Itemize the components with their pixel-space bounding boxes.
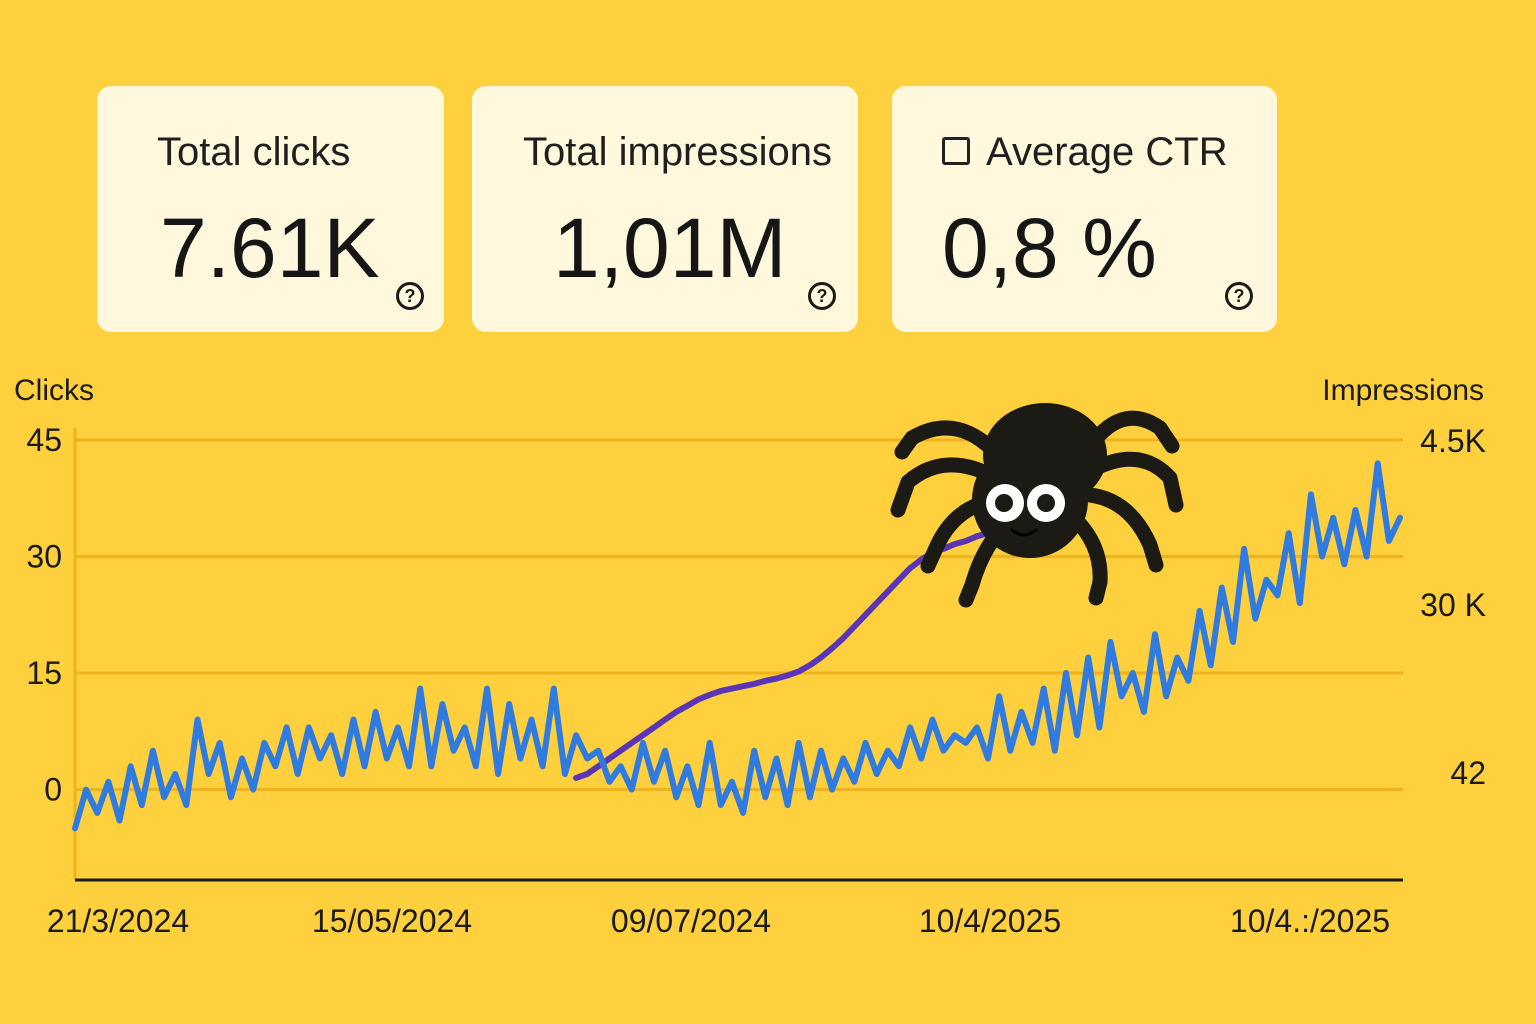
total-impressions-value: 1,01M bbox=[553, 201, 787, 295]
total-impressions-label: Total impressions bbox=[523, 130, 833, 174]
spider-pupil bbox=[1037, 494, 1055, 512]
help-icon[interactable]: ? bbox=[808, 282, 836, 310]
right-tick-label: 42 bbox=[1450, 755, 1486, 791]
spider-pupil bbox=[995, 494, 1013, 512]
total-clicks-card[interactable] bbox=[97, 86, 444, 332]
chart-series bbox=[72, 444, 1403, 832]
right-axis-title: Impressions bbox=[1322, 374, 1484, 407]
right-tick-label: 4.5K bbox=[1420, 423, 1486, 459]
series-line-clicks bbox=[72, 460, 1403, 832]
total-clicks-label: Total clicks bbox=[157, 130, 351, 174]
x-tick-label: 10/4.:/2025 bbox=[1230, 903, 1390, 939]
left-tick-label: 0 bbox=[44, 772, 62, 808]
help-icon[interactable]: ? bbox=[1225, 282, 1253, 310]
x-tick-label: 10/4/2025 bbox=[919, 903, 1061, 939]
spider-icon bbox=[890, 403, 1184, 608]
average-ctr-card[interactable] bbox=[892, 86, 1277, 332]
right-tick-label: 30 K bbox=[1420, 587, 1486, 623]
x-tick-label: 15/05/2024 bbox=[312, 903, 472, 939]
average-ctr-value: 0,8 % bbox=[942, 201, 1157, 295]
average-ctr-label: Average CTR bbox=[986, 130, 1228, 174]
x-tick-label: 21/3/2024 bbox=[47, 903, 189, 939]
left-axis-ticks: 45 30 15 0 bbox=[26, 422, 62, 808]
left-tick-label: 30 bbox=[26, 539, 62, 575]
left-tick-label: 45 bbox=[26, 422, 62, 458]
spider-leg bbox=[1082, 487, 1164, 573]
right-axis-ticks: 4.5K 30 K 42 bbox=[1420, 423, 1486, 791]
x-axis-ticks: 21/3/2024 15/05/2024 09/07/2024 10/4/2025 10… bbox=[47, 903, 1390, 939]
x-tick-label: 09/07/2024 bbox=[611, 903, 771, 939]
spider-smile bbox=[1010, 528, 1038, 537]
total-impressions-card[interactable] bbox=[472, 86, 858, 332]
left-axis-title: Clicks bbox=[14, 374, 94, 407]
left-tick-label: 15 bbox=[26, 655, 62, 691]
total-clicks-value: 7.61K bbox=[160, 201, 380, 295]
average-ctr-checkbox[interactable] bbox=[942, 137, 970, 165]
chart-gridlines bbox=[75, 438, 1403, 792]
help-icon[interactable]: ? bbox=[396, 282, 424, 310]
